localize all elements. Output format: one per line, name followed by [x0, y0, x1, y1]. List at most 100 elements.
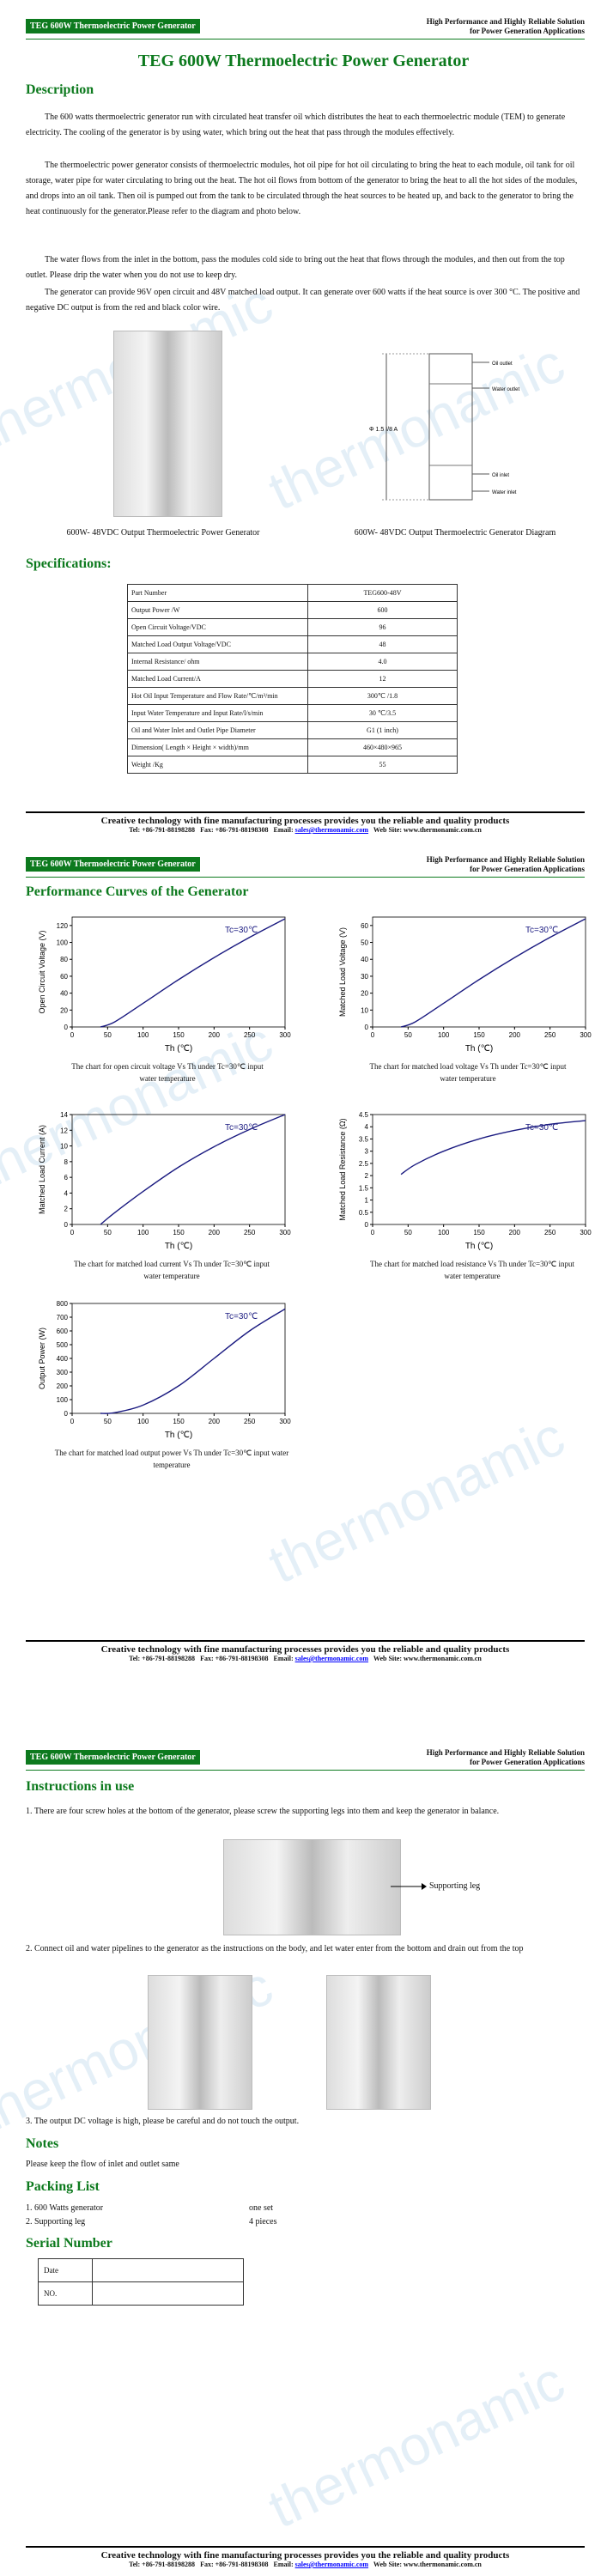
x-tick-label: 100 [137, 1418, 149, 1425]
notes-text: Please keep the flow of inlet and outlet… [26, 2160, 179, 2169]
x-tick-label: 0 [70, 1229, 75, 1236]
y-tick-label: 20 [361, 990, 368, 998]
series-line [100, 1308, 286, 1414]
spec-row: Open Circuit Voltage/VDC 96 [127, 618, 458, 636]
photo-caption: 600W- 48VDC Output Thermoelectric Power … [66, 528, 260, 538]
header-slogan: High Performance and Highly Reliable Sol… [426, 1748, 585, 1766]
x-tick-label: 0 [70, 1418, 75, 1425]
x-tick-label: 50 [104, 1418, 112, 1425]
instructions-heading: Instructions in use [26, 1779, 135, 1794]
spec-value: 300℃ /1.8 [307, 687, 458, 705]
y-tick-label: 12 [60, 1127, 68, 1134]
matched-load-resistance-chart: 0 50 100 150 200 250 300 0 0.5 1 1.5 2 2.5 3 3.5 4 4.5 Th… [338, 1111, 592, 1251]
spec-value: 460×480×965 [307, 738, 458, 756]
series-line [400, 1120, 586, 1176]
y-tick-label: 0 [64, 1024, 69, 1031]
page-header: TEG 600W Thermoelectric Power Generator … [26, 854, 585, 879]
y-tick-label: 400 [57, 1355, 69, 1363]
email-link[interactable]: sales@thermonamic.com [294, 826, 369, 834]
serial-no-label: NO. [38, 2281, 93, 2306]
y-axis-label: Matched Load Current (A) [38, 1125, 46, 1214]
description-heading: Description [26, 82, 94, 97]
y-tick-label: 100 [57, 939, 69, 947]
x-tick-label: 300 [580, 1031, 592, 1039]
x-tick-label: 100 [137, 1031, 149, 1039]
instruction-step: 2. Connect oil and water pipelines to th… [26, 1944, 524, 1953]
y-axis-label: Open Circuit Voltage (V) [38, 930, 46, 1013]
x-axis-label: Th (℃) [465, 1044, 493, 1054]
x-tick-label: 250 [544, 1031, 556, 1039]
chart-annotation: Tc=30℃ [225, 1123, 258, 1133]
spec-label: Matched Load Output Voltage/VDC [127, 635, 308, 653]
y-tick-label: 20 [60, 1006, 68, 1014]
x-tick-label: 300 [580, 1229, 592, 1236]
x-tick-label: 200 [209, 1418, 221, 1425]
y-tick-label: 800 [57, 1300, 69, 1308]
spec-label: Part Number [127, 584, 308, 602]
y-tick-label: 0 [365, 1024, 369, 1031]
description-paragraph: The generator can provide 96V open circu… [26, 288, 580, 313]
x-tick-label: 50 [104, 1031, 112, 1039]
arrow-icon [391, 1883, 427, 1890]
open-circuit-voltage-chart: 0 50 100 150 200 250 300 0 20 40 60 80 100 120 Th (℃) O… [38, 916, 291, 1054]
x-axis-label: Th (℃) [165, 1242, 192, 1251]
email-link[interactable]: sales@thermonamic.com [294, 2561, 369, 2568]
spec-label: Input Water Temperature and Input Rate/l… [127, 704, 308, 722]
x-tick-label: 50 [404, 1031, 412, 1039]
spec-value: 55 [307, 756, 458, 774]
diagram-label: Φ 1.5 I/8 A [369, 427, 398, 433]
y-tick-label: 40 [361, 956, 368, 963]
y-tick-label: 30 [361, 973, 368, 981]
x-tick-label: 200 [209, 1229, 221, 1236]
y-tick-label: 40 [60, 990, 68, 998]
x-tick-label: 150 [173, 1418, 185, 1425]
header-tag: TEG 600W Thermoelectric Power Generator [26, 857, 200, 872]
y-tick-label: 3.5 [359, 1135, 369, 1143]
spec-row: Internal Resistance/ ohm 4.0 [127, 653, 458, 671]
serial-table: Date NO. [38, 2258, 244, 2306]
x-tick-label: 150 [173, 1031, 185, 1039]
spec-row: Part Number TEG600-48V [127, 584, 458, 602]
spec-row: Hot Oil Input Temperature and Flow Rate/… [127, 687, 458, 705]
header-slogan: High Performance and Highly Reliable Sol… [426, 17, 585, 35]
y-tick-label: 600 [57, 1327, 69, 1335]
y-tick-label: 200 [57, 1382, 69, 1390]
spec-label: Dimension( Length × Height × width)/mm [127, 738, 308, 756]
y-tick-label: 0 [64, 1410, 69, 1418]
y-tick-label: 50 [361, 939, 368, 947]
x-tick-label: 200 [209, 1031, 221, 1039]
email-link[interactable]: sales@thermonamic.com [294, 1655, 369, 1662]
y-tick-label: 4 [365, 1123, 369, 1131]
description-paragraph: The 600 watts thermoelectric generator r… [26, 112, 566, 137]
watermark: thermonamic [259, 2349, 574, 2540]
y-tick-label: 80 [60, 956, 68, 963]
series-line [400, 918, 586, 1028]
y-tick-label: 500 [57, 1341, 69, 1349]
spec-label: Output Power /W [127, 601, 308, 619]
spec-row: Matched Load Current/A 12 [127, 670, 458, 688]
x-tick-label: 300 [279, 1229, 291, 1236]
x-tick-label: 0 [371, 1031, 375, 1039]
x-tick-label: 200 [509, 1031, 521, 1039]
spec-row: Dimension( Length × Height × width)/mm 46… [127, 738, 458, 756]
diagram-label: Oil inlet [492, 473, 509, 478]
chart-caption: The chart for matched load resistance Vs… [370, 1260, 574, 1280]
diagram-label: Water inlet [492, 490, 517, 495]
spec-row: Matched Load Output Voltage/VDC 48 [127, 635, 458, 653]
chart-caption: The chart for matched load voltage Vs Th… [369, 1062, 567, 1083]
spec-row: Input Water Temperature and Input Rate/l… [127, 704, 458, 722]
packing-heading: Packing List [26, 2179, 100, 2194]
spec-label: Matched Load Current/A [127, 670, 308, 688]
header-slogan: High Performance and Highly Reliable Sol… [426, 855, 585, 873]
serial-no-value[interactable] [92, 2281, 244, 2306]
notes-heading: Notes [26, 2136, 59, 2151]
serial-date-value[interactable] [92, 2258, 244, 2282]
description-paragraph: The thermoelectric power generator consi… [26, 161, 578, 216]
y-tick-label: 2 [64, 1206, 69, 1213]
serial-date-label: Date [38, 2258, 93, 2282]
y-tick-label: 4.5 [359, 1111, 369, 1119]
spec-label: Oil and Water Inlet and Outlet Pipe Diam… [127, 721, 308, 739]
packing-qty: 4 pieces [249, 2217, 277, 2227]
y-tick-label: 0 [64, 1221, 69, 1229]
x-axis-label: Th (℃) [165, 1044, 192, 1054]
